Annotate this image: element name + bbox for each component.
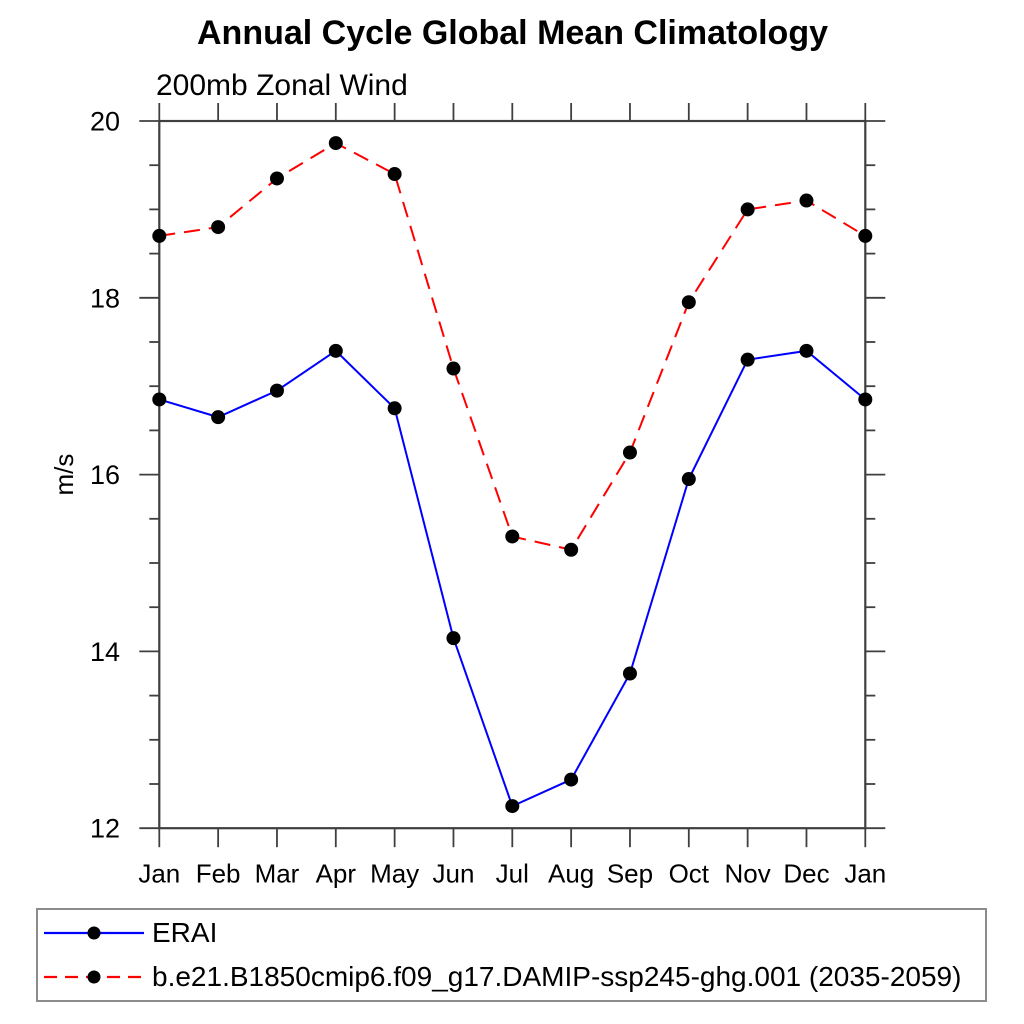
data-point-marker bbox=[564, 542, 579, 557]
x-tick-label: Mar bbox=[255, 858, 300, 888]
data-point-marker bbox=[505, 529, 520, 544]
data-point-marker bbox=[681, 472, 696, 487]
data-point-marker bbox=[799, 193, 814, 208]
x-tick-label: Nov bbox=[725, 858, 771, 888]
data-point-marker bbox=[328, 343, 343, 358]
x-tick-label: Jan bbox=[844, 858, 886, 888]
x-tick-label: Jan bbox=[138, 858, 180, 888]
data-point-marker bbox=[622, 666, 637, 681]
legend-swatch-marker bbox=[87, 926, 101, 940]
x-tick-label: Apr bbox=[316, 858, 357, 888]
y-axis: 12 14 16 18 20 bbox=[90, 106, 886, 844]
data-point-marker bbox=[564, 772, 579, 787]
data-point-marker bbox=[740, 352, 755, 367]
data-point-marker bbox=[622, 445, 637, 460]
chart-title: Annual Cycle Global Mean Climatology bbox=[197, 14, 828, 52]
x-tick-label: Jun bbox=[433, 858, 475, 888]
y-tick-label: 20 bbox=[90, 106, 120, 136]
x-axis: Jan Feb Mar Apr May Jun Jul Aug Sep Oct Nov Dec Jan bbox=[138, 103, 886, 888]
series-1 bbox=[152, 136, 873, 557]
x-tick-label: Dec bbox=[783, 858, 829, 888]
legend-item-erai: ERAI bbox=[38, 912, 985, 954]
model-line-swatch bbox=[44, 970, 144, 984]
data-point-marker bbox=[269, 383, 284, 398]
data-point-marker bbox=[505, 799, 520, 814]
data-point-marker bbox=[152, 392, 167, 407]
data-point-marker bbox=[269, 171, 284, 186]
y-tick-label: 16 bbox=[90, 460, 120, 490]
data-point-marker bbox=[799, 343, 814, 358]
legend-item-model: b.e21.B1850cmip6.f09_g17.DAMIP-ssp245-gh… bbox=[38, 956, 985, 998]
data-point-marker bbox=[446, 361, 461, 376]
data-point-marker bbox=[211, 220, 226, 235]
y-axis-title: m/s bbox=[49, 454, 79, 496]
data-point-marker bbox=[681, 295, 696, 310]
series-line bbox=[159, 141, 866, 551]
data-point-marker bbox=[387, 401, 402, 416]
series-line bbox=[159, 349, 866, 808]
data-point-marker bbox=[387, 167, 402, 182]
legend-label-model: b.e21.B1850cmip6.f09_g17.DAMIP-ssp245-gh… bbox=[152, 961, 962, 992]
data-point-marker bbox=[446, 631, 461, 646]
y-tick-label: 12 bbox=[90, 814, 120, 844]
y-tick-label: 14 bbox=[90, 637, 120, 667]
y-tick-label: 18 bbox=[90, 283, 120, 313]
x-tick-label: Feb bbox=[196, 858, 241, 888]
x-tick-label: Oct bbox=[669, 858, 710, 888]
data-point-marker bbox=[211, 410, 226, 425]
data-point-marker bbox=[328, 136, 343, 151]
x-tick-label: Sep bbox=[607, 858, 653, 888]
legend-label-erai: ERAI bbox=[152, 917, 218, 948]
erai-line-swatch bbox=[44, 926, 144, 940]
series-0 bbox=[152, 343, 873, 814]
data-point-marker bbox=[740, 202, 755, 217]
data-point-marker bbox=[152, 228, 167, 243]
data-point-marker bbox=[858, 228, 873, 243]
legend-box: ERAI b.e21.B1850cmip6.f09_g17.DAMIP-ssp2… bbox=[36, 908, 987, 1002]
x-tick-label: Aug bbox=[548, 858, 594, 888]
plot-frame bbox=[158, 119, 867, 830]
data-point-marker bbox=[858, 392, 873, 407]
x-tick-label: May bbox=[370, 858, 419, 888]
x-tick-label: Jul bbox=[496, 858, 529, 888]
chart-subtitle: 200mb Zonal Wind bbox=[156, 69, 408, 102]
legend-swatch-marker bbox=[87, 970, 101, 984]
